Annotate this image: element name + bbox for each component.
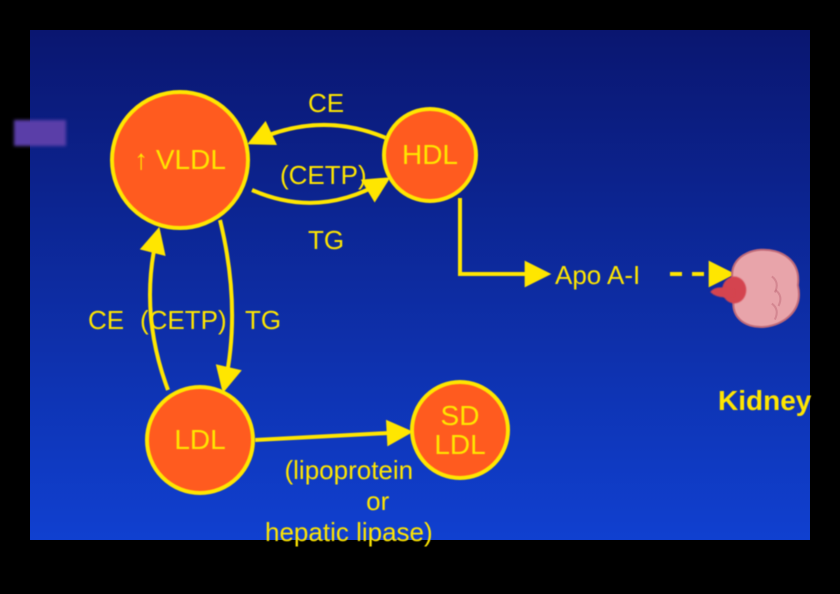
stage: ↑ VLDL HDL LDL SD LDL CE (CETP) TG CE (C… (0, 0, 840, 594)
node-hdl: HDL (382, 107, 478, 203)
label-kidney: Kidney (718, 385, 811, 417)
node-ldl: LDL (145, 385, 255, 495)
node-hdl-label: HDL (402, 140, 458, 169)
node-sdldl-label: SD LDL (414, 401, 506, 460)
node-vldl: ↑ VLDL (110, 90, 250, 230)
label-cetp-top: (CETP) (280, 160, 367, 191)
label-cetp-left: (CETP) (140, 305, 227, 336)
label-apo-a1: Apo A-I (555, 260, 640, 291)
diagram-panel: ↑ VLDL HDL LDL SD LDL CE (CETP) TG CE (C… (30, 30, 810, 540)
label-tg-top: TG (308, 225, 344, 256)
label-tg-left: TG (245, 305, 281, 336)
label-ce-top: CE (308, 88, 344, 119)
label-lipase: (lipoprotein or hepatic lipase) (265, 455, 433, 549)
node-vldl-label: ↑ VLDL (134, 145, 226, 174)
kidney-icon (710, 250, 799, 327)
node-ldl-label: LDL (174, 425, 225, 454)
label-ce-left: CE (88, 305, 124, 336)
